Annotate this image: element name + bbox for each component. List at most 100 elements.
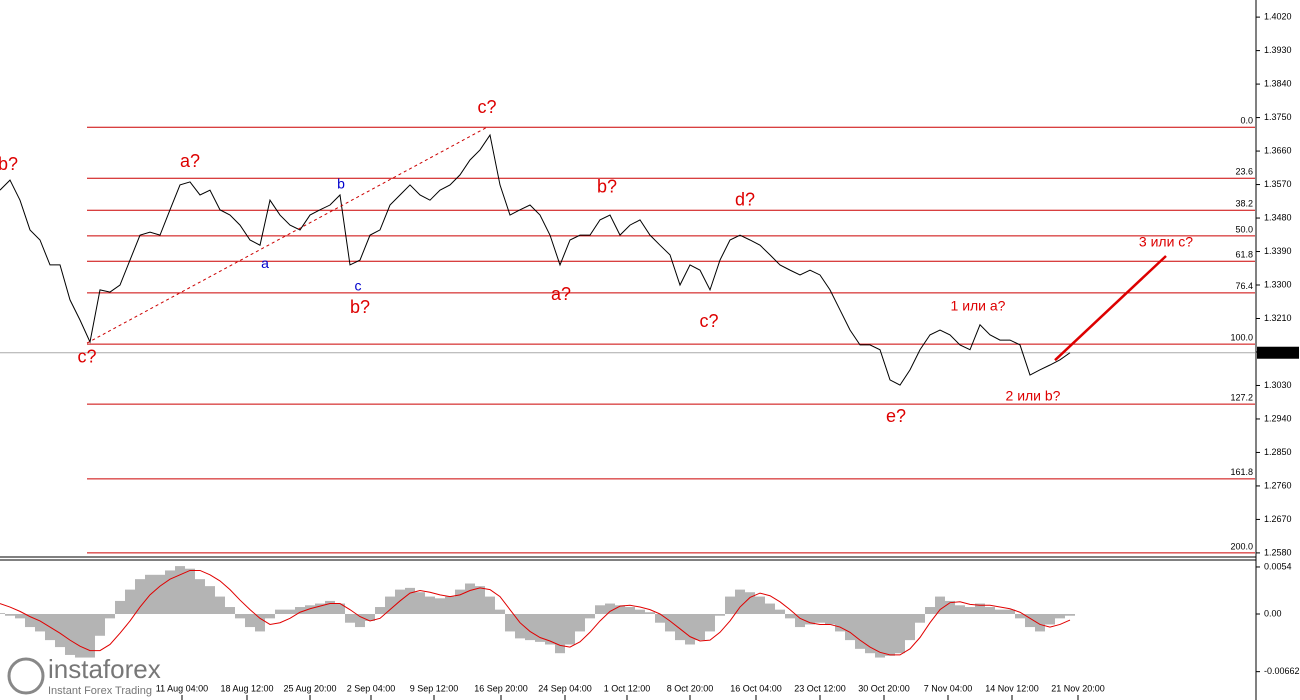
histogram-bar (125, 589, 135, 614)
y-tick-label: 1.2670 (1264, 514, 1292, 524)
histogram-bar (65, 614, 75, 655)
wave-label: c? (77, 347, 96, 367)
histogram-bar (335, 603, 345, 614)
y-tick-label: 1.3300 (1264, 279, 1292, 289)
histogram-bar (35, 614, 45, 632)
histogram-bar (735, 589, 745, 614)
histogram-bar (615, 605, 625, 614)
histogram-bar (565, 614, 575, 645)
wave-label: c (355, 278, 362, 294)
histogram-bar (995, 609, 1005, 614)
y-tick-label: 1.3480 (1264, 212, 1292, 222)
histogram-bar (975, 603, 985, 614)
histogram-bar (545, 614, 555, 645)
histogram-bar (575, 614, 585, 632)
histogram-bar (15, 614, 25, 619)
x-tick-label: 1 Oct 12:00 (604, 683, 651, 693)
histogram-bar (705, 614, 715, 632)
y-tick-label: -0.00662 (1264, 666, 1300, 676)
histogram-bar (965, 607, 975, 614)
wave-label: 3 или c? (1139, 234, 1193, 250)
x-tick-label: 7 Nov 04:00 (924, 683, 973, 693)
histogram-bar (825, 614, 835, 625)
histogram-bar (865, 614, 875, 654)
y-tick-label: 1.3750 (1264, 112, 1292, 122)
x-tick-label: 2 Sep 04:00 (347, 683, 396, 693)
x-tick-label: 9 Sep 12:00 (410, 683, 459, 693)
histogram-bar (1055, 614, 1065, 619)
histogram-bar (245, 614, 255, 628)
histogram-bar (505, 614, 515, 632)
histogram-bar (1035, 614, 1045, 632)
histogram-bar (385, 596, 395, 614)
histogram-bar (945, 600, 955, 614)
histogram-bar (455, 589, 465, 614)
x-tick-label: 25 Aug 20:00 (283, 683, 336, 693)
histogram-bar (885, 614, 895, 656)
y-tick-label: 1.3660 (1264, 145, 1292, 155)
histogram-bar (325, 600, 335, 614)
histogram-bar (195, 579, 205, 614)
fib-label: 127.2 (1230, 392, 1253, 402)
y-tick-label: 1.2580 (1264, 547, 1292, 557)
logo-name: instaforex (48, 654, 161, 684)
histogram-bar (665, 614, 675, 632)
histogram-bar (135, 579, 145, 614)
histogram-bar (465, 583, 475, 614)
histogram-bar (785, 614, 795, 619)
histogram-bar (745, 592, 755, 614)
histogram-bar (755, 596, 765, 614)
wave-label: 1 или a? (951, 298, 1006, 314)
histogram-bar (795, 614, 805, 628)
wave-label: 2 или b? (1006, 387, 1061, 403)
x-tick-label: 14 Nov 12:00 (985, 683, 1039, 693)
y-tick-label: 1.3390 (1264, 246, 1292, 256)
histogram-bar (725, 596, 735, 614)
fib-label: 200.0 (1230, 541, 1253, 551)
histogram-bar (645, 612, 655, 614)
histogram-bar (175, 566, 185, 614)
histogram-bar (685, 614, 695, 645)
histogram-bar (845, 614, 855, 641)
histogram-bar (275, 609, 285, 614)
y-tick-label: 0.00 (1264, 608, 1282, 618)
x-tick-label: 23 Oct 12:00 (794, 683, 846, 693)
x-tick-label: 18 Aug 12:00 (220, 683, 273, 693)
histogram-bar (5, 614, 15, 616)
histogram-bar (395, 589, 405, 614)
histogram-bar (255, 614, 265, 632)
histogram-bar (875, 614, 885, 658)
histogram-bar (625, 607, 635, 614)
histogram-bar (425, 596, 435, 614)
x-tick-label: 8 Oct 20:00 (667, 683, 714, 693)
histogram-bar (115, 600, 125, 614)
wave-label: a (261, 255, 269, 271)
histogram-bar (85, 614, 95, 658)
histogram-bar (165, 570, 175, 614)
histogram-bar (365, 614, 375, 621)
histogram-bar (985, 607, 995, 614)
fib-label: 76.4 (1235, 281, 1253, 291)
histogram-bar (1025, 614, 1035, 628)
fib-label: 161.8 (1230, 467, 1253, 477)
y-tick-label: 1.2940 (1264, 413, 1292, 423)
x-tick-label: 30 Oct 20:00 (858, 683, 910, 693)
histogram-bar (805, 614, 815, 625)
histogram-bar (1045, 614, 1055, 625)
histogram-bar (185, 568, 195, 614)
histogram-bar (0, 613, 5, 614)
wave-label: b? (350, 297, 370, 317)
histogram-bar (295, 607, 305, 614)
histogram-bar (485, 596, 495, 614)
histogram-bar (595, 605, 605, 614)
histogram-bar (955, 605, 965, 614)
histogram-bar (655, 614, 665, 623)
histogram-bar (105, 614, 115, 619)
y-tick-label: 1.3210 (1264, 313, 1292, 323)
histogram-bar (775, 609, 785, 614)
wave-label: a? (551, 284, 571, 304)
y-tick-label: 1.4020 (1264, 11, 1292, 21)
x-tick-label: 16 Oct 04:00 (730, 683, 782, 693)
fib-label: 23.6 (1235, 167, 1253, 177)
